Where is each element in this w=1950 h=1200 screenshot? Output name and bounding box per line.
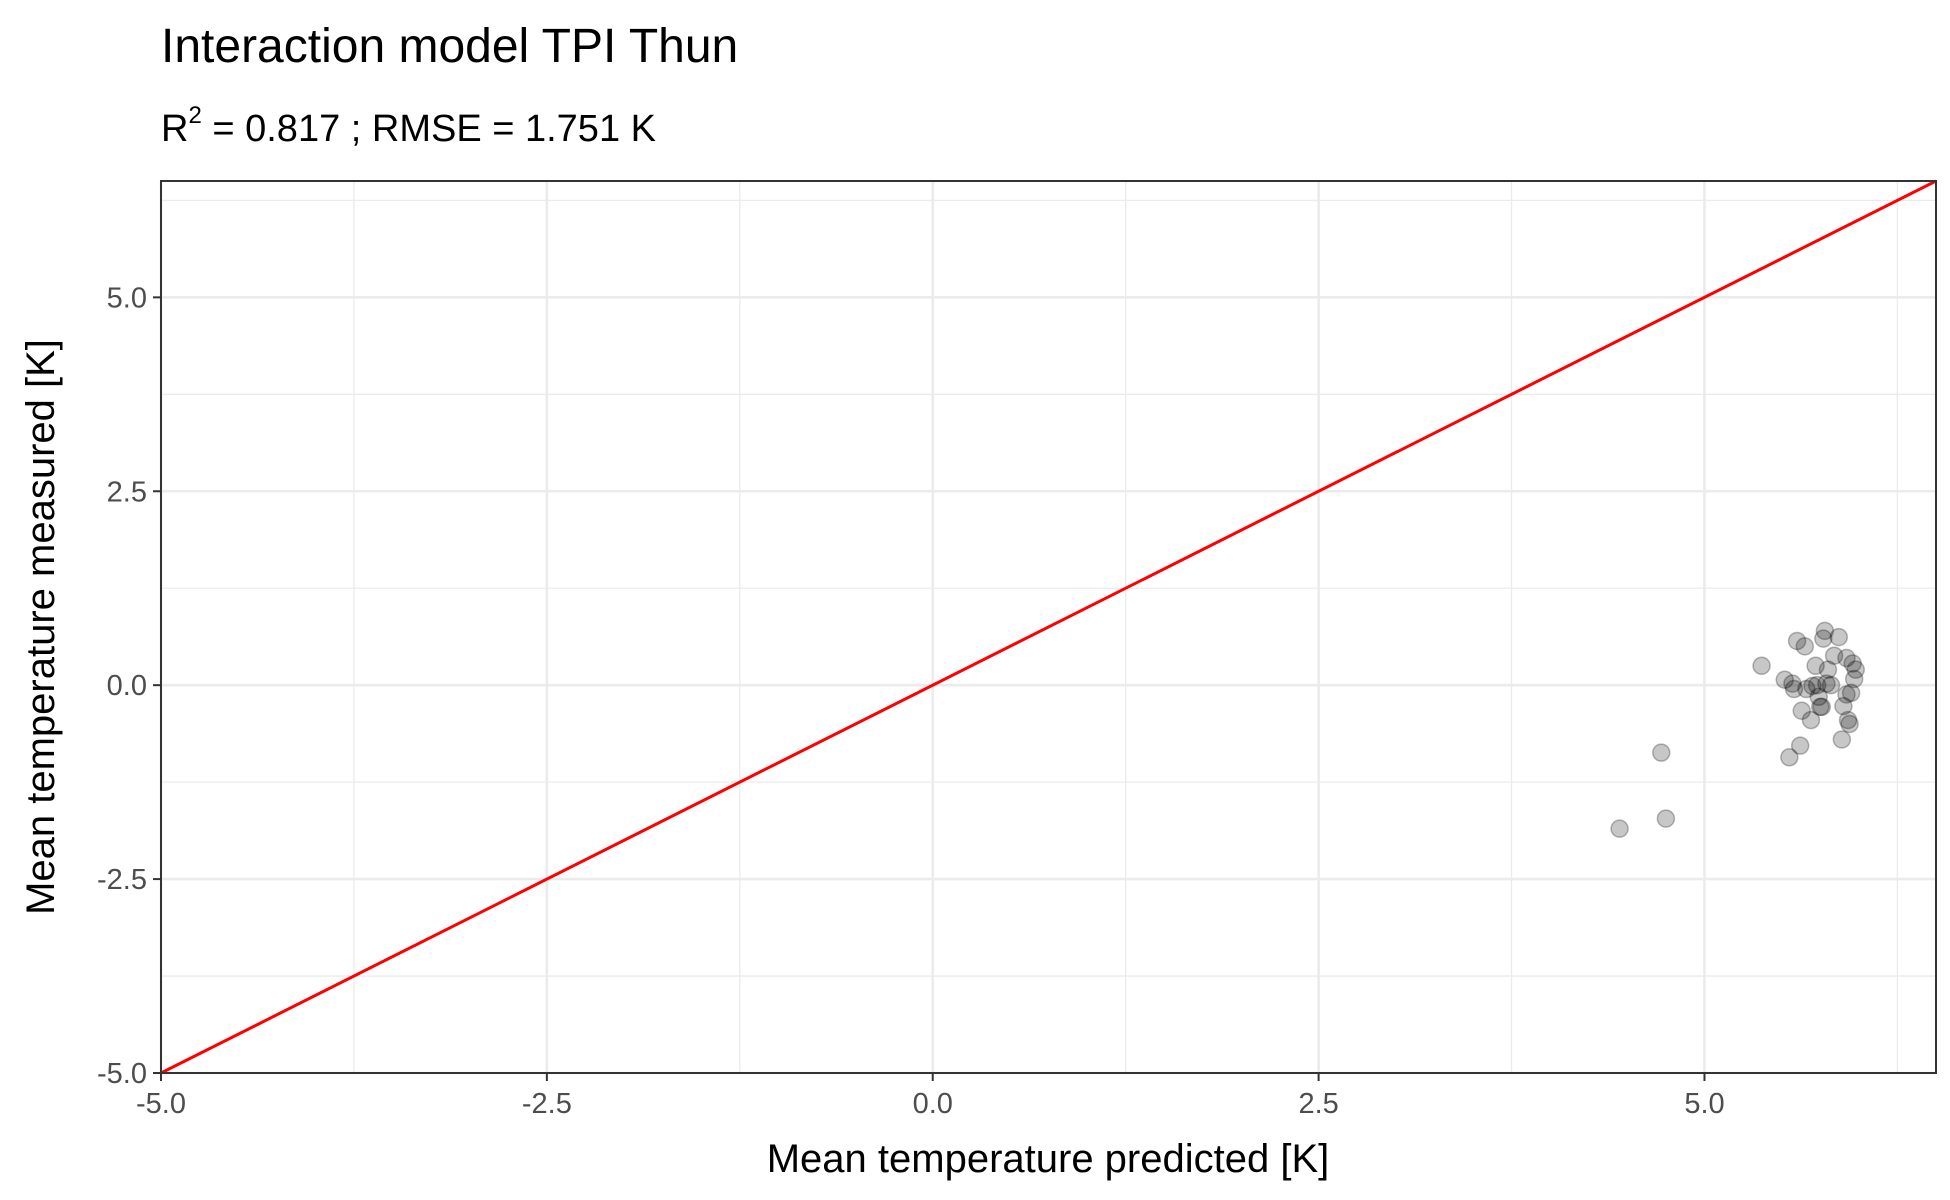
data-point (1652, 743, 1671, 762)
subtitle-r-symbol: R (161, 108, 188, 150)
chart-title: Interaction model TPI Thun (161, 20, 738, 73)
data-point (1843, 654, 1862, 673)
data-point (1812, 697, 1832, 717)
data-point (1792, 701, 1811, 721)
data-point (1837, 648, 1856, 668)
data-point (1832, 730, 1852, 749)
data-point (1844, 669, 1864, 689)
y-tick-label: -2.5 (97, 864, 147, 896)
data-point (1809, 687, 1828, 707)
data-point (1824, 646, 1844, 665)
x-tick-label: 5.0 (1684, 1088, 1724, 1120)
subtitle-r-exponent: 2 (188, 102, 201, 129)
data-point (1806, 656, 1825, 676)
data-point (1814, 629, 1833, 648)
data-points (1610, 621, 1865, 838)
subtitle-statistics: = 0.817 ; RMSE = 1.751 K (202, 108, 656, 150)
y-axis-ticks: -5.0 -2.5 0.0 2.5 5.0 (97, 282, 161, 1090)
data-point (1803, 676, 1822, 696)
data-point (1780, 748, 1799, 767)
data-point (1775, 670, 1794, 689)
data-point (1790, 736, 1810, 755)
data-point (1817, 674, 1836, 693)
data-point (1810, 697, 1830, 717)
data-point (1801, 710, 1821, 730)
data-point (1752, 656, 1771, 676)
data-point (1834, 696, 1853, 716)
y-axis-label: Mean temperature measured [K] (19, 339, 63, 915)
data-point (1797, 679, 1816, 699)
chart-subtitle: R2 = 0.817 ; RMSE = 1.751 K (161, 102, 656, 150)
x-tick-label: -5.0 (136, 1088, 186, 1120)
minor-grid (161, 181, 1936, 1073)
data-point (1840, 714, 1859, 734)
data-point (1807, 675, 1827, 695)
y-tick-label: 5.0 (107, 282, 147, 314)
identity-line (160, 179, 1937, 1075)
y-tick-label: 0.0 (107, 670, 147, 702)
data-point (1846, 660, 1865, 679)
data-point (1837, 685, 1856, 704)
y-tick-label: -5.0 (97, 1058, 147, 1090)
data-point (1783, 674, 1802, 693)
data-point (1818, 660, 1838, 679)
x-axis-ticks: -5.0 -2.5 0.0 2.5 5.0 (136, 1073, 1725, 1120)
plot-border (160, 180, 1937, 1074)
data-point (1838, 710, 1858, 730)
x-tick-label: 2.5 (1298, 1088, 1338, 1120)
reference-line-layer (160, 179, 1937, 1075)
data-point (1821, 675, 1841, 695)
data-point (1784, 679, 1804, 699)
data-point (1610, 819, 1629, 838)
data-point (1795, 637, 1815, 656)
data-point (1815, 621, 1835, 641)
data-point (1656, 809, 1676, 828)
x-axis-label: Mean temperature predicted [K] (767, 1137, 1330, 1181)
data-point (1841, 683, 1861, 703)
data-point (1787, 631, 1807, 651)
y-tick-label: 2.5 (107, 476, 147, 508)
data-point (1829, 627, 1849, 647)
x-tick-label: -2.5 (522, 1088, 572, 1120)
x-tick-label: 0.0 (913, 1088, 953, 1120)
